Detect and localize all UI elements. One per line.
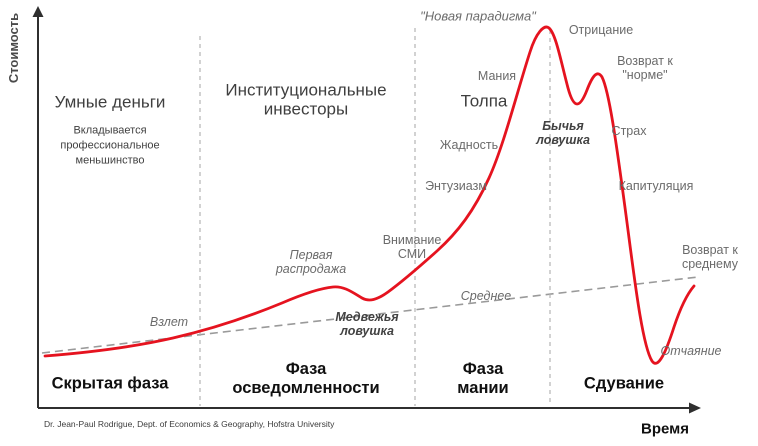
annotation-despair: Отчаяние xyxy=(660,343,722,358)
bubble-price-curve xyxy=(43,25,696,365)
attribution-text: Dr. Jean-Paul Rodrigue, Dept. of Economi… xyxy=(44,419,335,429)
annotation-take-off: Взлет xyxy=(149,314,189,329)
phase-label-blowoff: Сдувание xyxy=(583,374,665,393)
y-axis-title: Стоимость xyxy=(6,12,21,84)
annotation-bear-trap: Медвежья ловушка xyxy=(335,309,399,338)
annotation-media-attention: Внимание СМИ xyxy=(382,232,442,261)
annotation-delusion: Мания xyxy=(477,68,517,83)
x-axis-arrow-icon xyxy=(689,402,701,414)
annotation-return-to-normal: Возврат к "норме" xyxy=(617,53,673,82)
section-institutional-title: Институциональные инвесторы xyxy=(225,80,387,119)
annotation-return-to-mean: Возврат к среднему xyxy=(681,242,738,271)
phase-label-awareness: Фаза осведомленности xyxy=(232,360,380,397)
annotation-greed: Жадность xyxy=(439,137,499,152)
section-smart-money-title: Умные деньги xyxy=(54,92,166,112)
annotation-fear: Страх xyxy=(611,123,647,138)
phase-label-mania: Фаза мании xyxy=(457,360,509,397)
section-crowd-title: Толпа xyxy=(460,91,508,111)
y-axis-arrow-icon xyxy=(32,6,44,17)
annotation-new-paradigm: "Новая парадигма" xyxy=(420,8,536,24)
x-axis-title: Время xyxy=(641,420,689,438)
annotation-first-sell-off: Первая распродажа xyxy=(275,247,347,276)
annotation-mean-line-label: Среднее xyxy=(460,288,512,303)
phase-label-stealth: Скрытая фаза xyxy=(51,374,169,393)
annotation-capitulation: Капитуляция xyxy=(618,178,694,193)
mean-dashed-line xyxy=(41,276,699,354)
annotation-enthusiasm: Энтузиазм xyxy=(425,178,487,193)
annotation-denial: Отрицание xyxy=(568,22,634,37)
annotation-bull-trap: Бычья ловушка xyxy=(536,118,590,147)
section-smart-money-subtitle: Вкладывается профессиональное меньшинств… xyxy=(60,124,160,167)
